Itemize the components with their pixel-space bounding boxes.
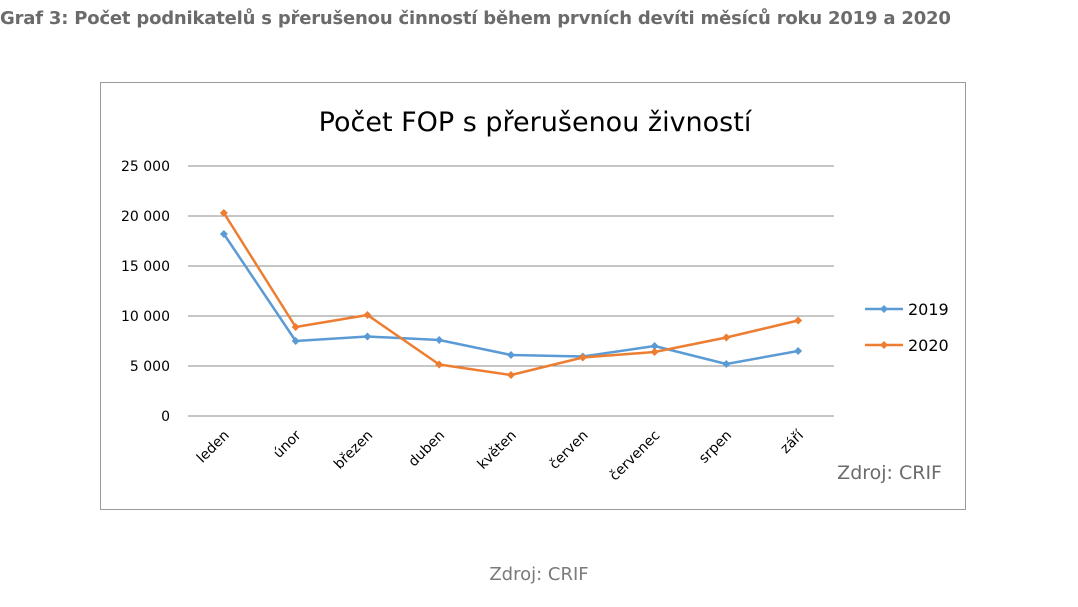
x-tick-label: červen — [546, 428, 591, 473]
data-point-2019 — [507, 351, 515, 359]
series-lines — [219, 209, 803, 379]
x-tick-label: duben — [406, 428, 449, 471]
x-tick-label: srpen — [696, 428, 735, 467]
legend: 2019 2020 — [865, 300, 949, 355]
y-tick-label: 0 — [161, 409, 170, 425]
data-point-2019 — [435, 336, 444, 344]
data-point-2019 — [291, 337, 300, 345]
y-tick-label: 20 000 — [121, 209, 170, 225]
chart-title: Počet FOP s přerušenou živností — [319, 107, 753, 138]
legend-label-2020: 2020 — [908, 336, 949, 355]
data-point-2019 — [794, 347, 803, 355]
source-note: Zdroj: CRIF — [837, 462, 942, 484]
data-point-2020 — [650, 348, 659, 356]
x-tick-label: leden — [194, 428, 233, 467]
data-point-2020 — [794, 316, 803, 325]
y-tick-label: 15 000 — [121, 259, 170, 275]
data-point-2019 — [722, 360, 731, 368]
y-tick-labels: 0 5 000 10 000 15 000 20 000 25 000 — [121, 159, 170, 425]
data-point-2019 — [363, 332, 372, 341]
data-point-2019 — [650, 342, 659, 350]
x-tick-label: květen — [475, 428, 520, 473]
data-point-2020 — [219, 209, 228, 217]
data-point-2019 — [219, 230, 228, 238]
y-tick-label: 25 000 — [121, 159, 170, 175]
y-tick-label: 5 000 — [130, 359, 170, 375]
legend-marker-2019 — [880, 305, 888, 313]
data-point-2020 — [435, 360, 444, 369]
series-line-2019 — [222, 233, 799, 366]
data-point-2020 — [291, 323, 300, 331]
source-caption: Zdroj: CRIF — [489, 564, 589, 585]
x-tick-label: červenec — [607, 428, 664, 485]
figure-heading: Graf 3: Počet podnikatelů s přerušenou č… — [0, 8, 951, 29]
x-tick-label: únor — [270, 427, 304, 461]
legend-label-2019: 2019 — [908, 300, 949, 319]
data-point-2020 — [578, 353, 587, 362]
chart-frame — [100, 82, 966, 510]
data-point-2020 — [507, 371, 515, 379]
legend-marker-2020 — [880, 341, 888, 349]
gridlines — [188, 165, 834, 417]
series-line-2020 — [222, 212, 799, 377]
x-tick-label: březen — [331, 428, 376, 473]
x-tick-label: září — [778, 427, 808, 457]
x-tick-labels: leden únor březen duben květen červen červenec… — [194, 427, 808, 484]
data-point-2020 — [722, 333, 731, 342]
data-point-2020 — [363, 311, 372, 319]
y-tick-label: 10 000 — [121, 309, 170, 325]
